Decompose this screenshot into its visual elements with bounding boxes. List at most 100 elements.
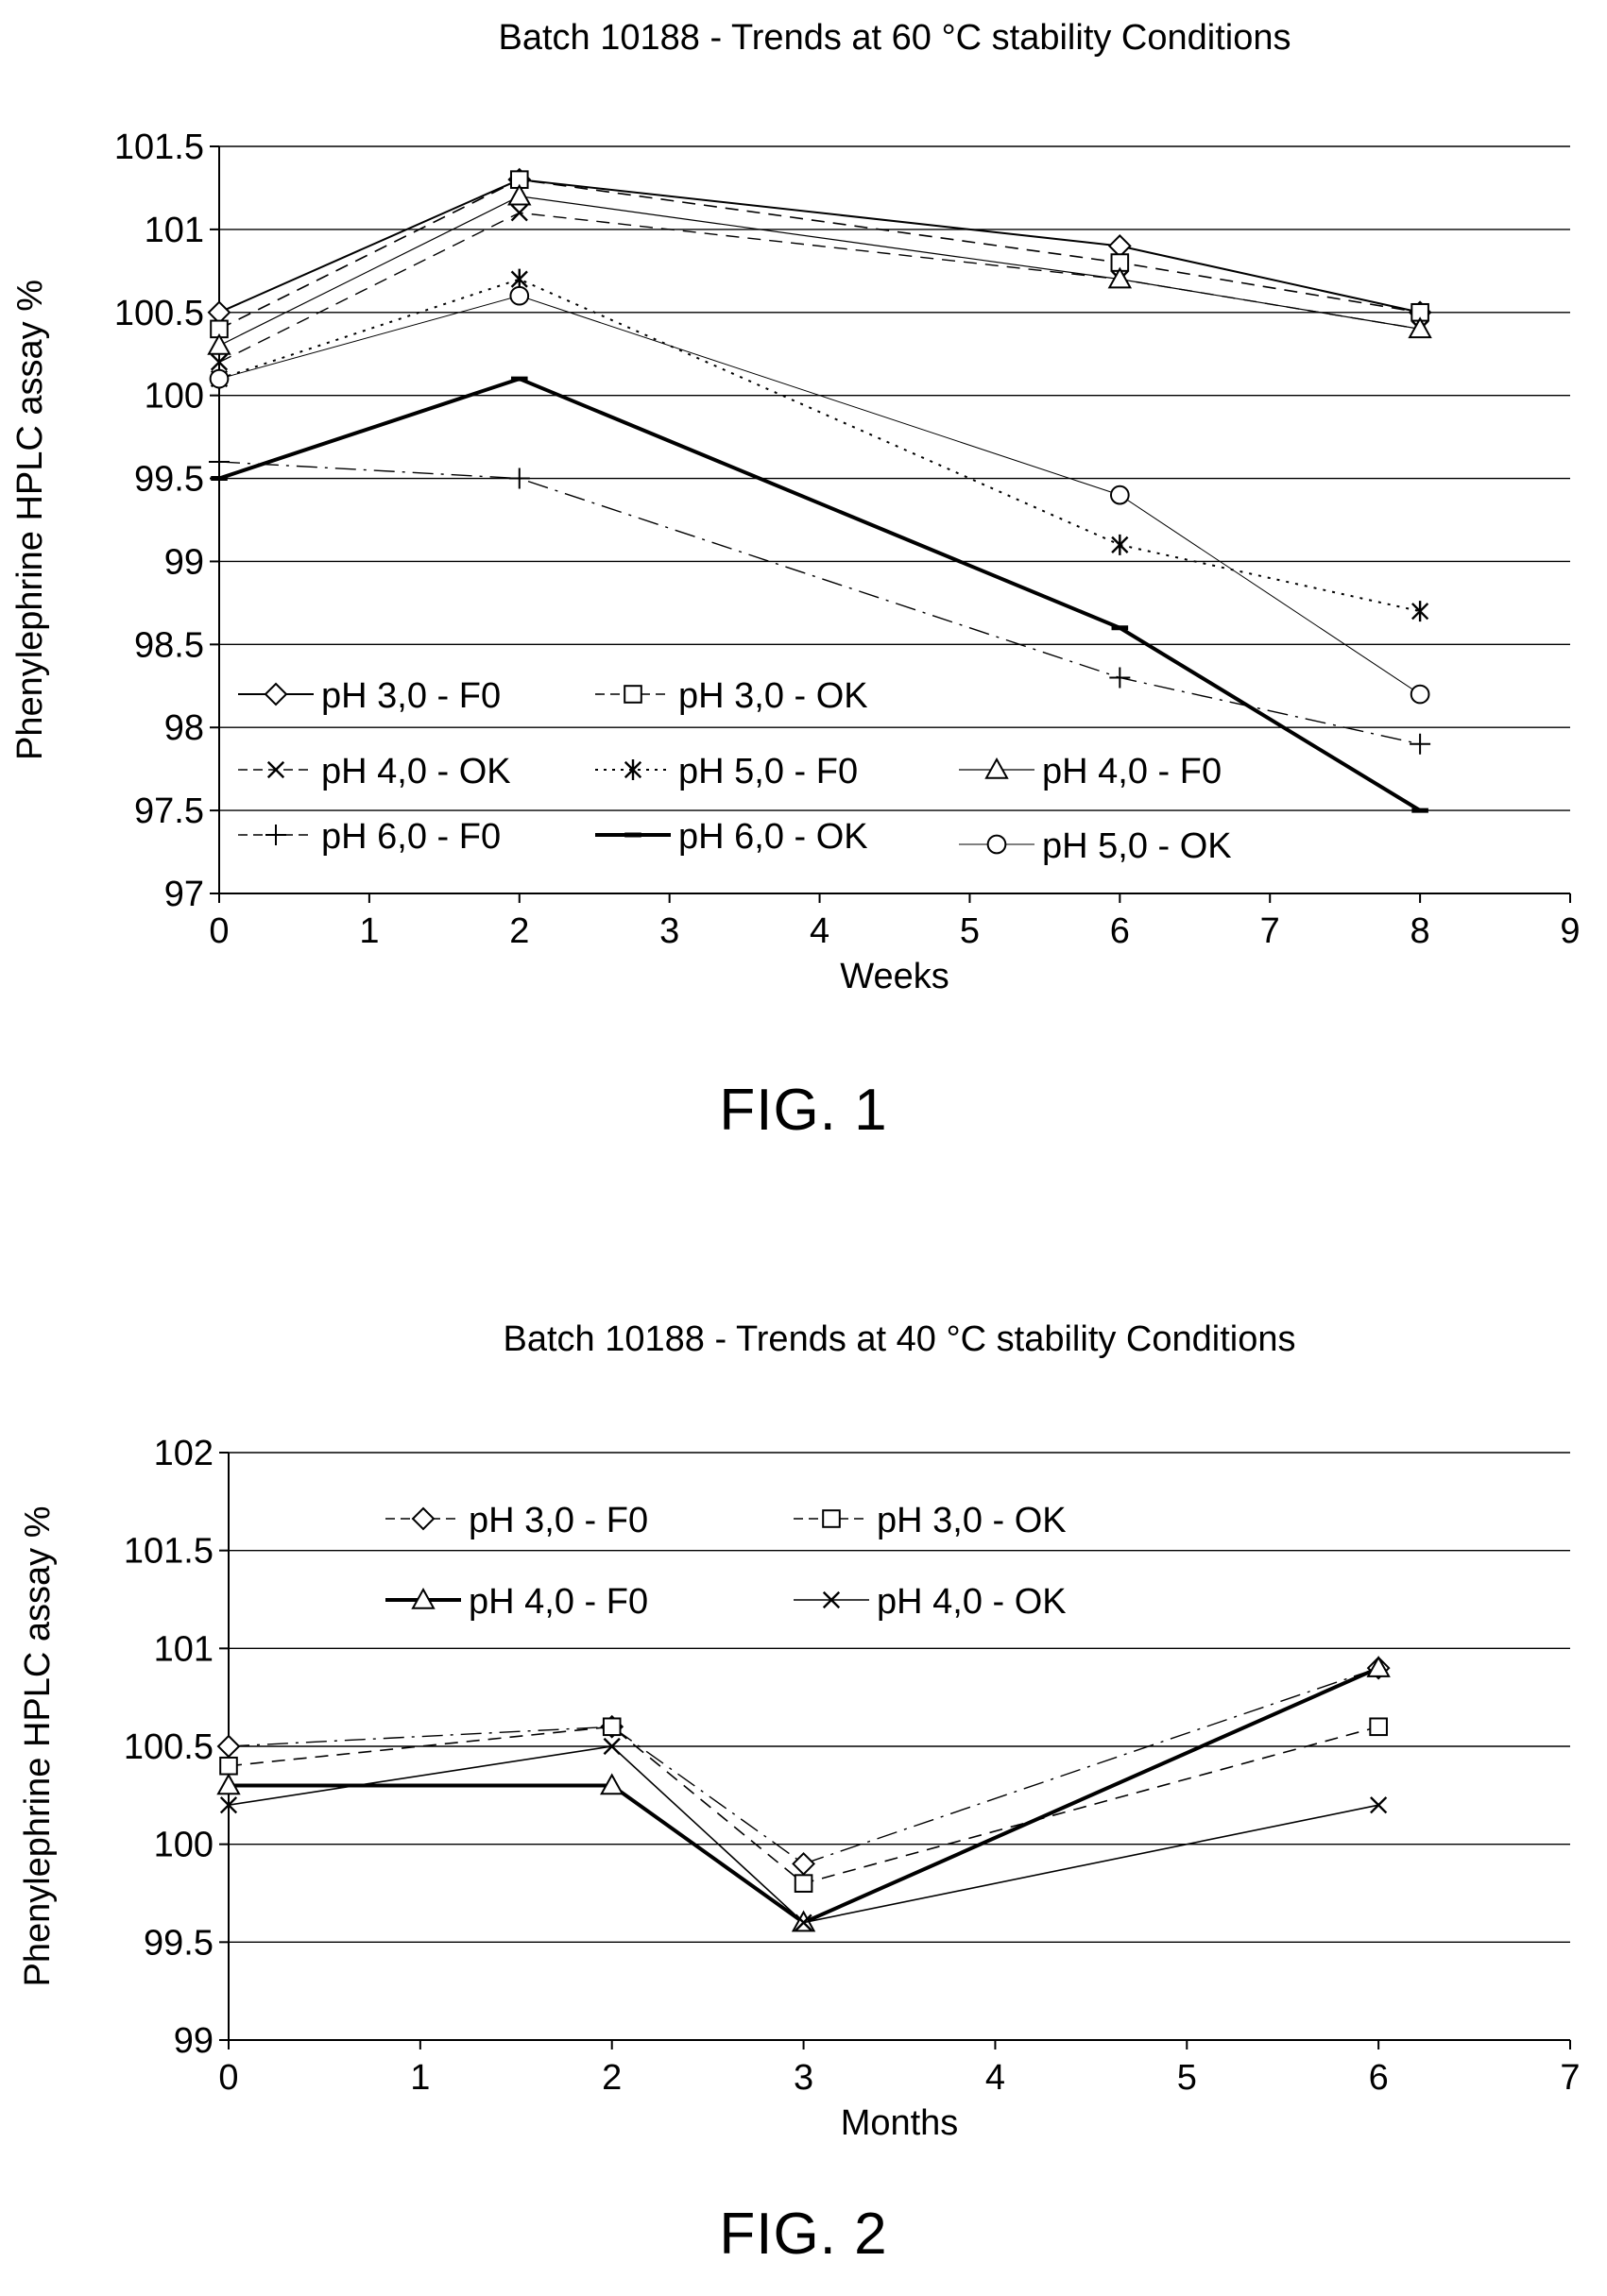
data-point bbox=[792, 1851, 815, 1876]
chart-40c-stability: Batch 10188 - Trends at 40 °C stability … bbox=[18, 1319, 1581, 2143]
legend-entry: pH 5,0 - F0 bbox=[595, 752, 858, 791]
series-ph-3-0-ok bbox=[210, 170, 1429, 339]
x-tick-label: 7 bbox=[1260, 911, 1280, 951]
y-tick-label: 100 bbox=[154, 1826, 214, 1865]
legend-label: pH 3,0 - F0 bbox=[321, 676, 501, 716]
y-tick-label: 100.5 bbox=[124, 1727, 214, 1767]
legend-label: pH 3,0 - OK bbox=[877, 1501, 1067, 1540]
data-point bbox=[219, 1796, 238, 1814]
legend-marker bbox=[822, 1590, 841, 1609]
figure-caption: FIG. 1 bbox=[719, 1078, 888, 1143]
x-tick-label: 3 bbox=[659, 911, 679, 951]
series-line bbox=[218, 179, 1421, 331]
legend-label: pH 4,0 - OK bbox=[877, 1582, 1067, 1622]
legend-label: pH 6,0 - F0 bbox=[321, 817, 501, 857]
y-axis-label: Phenylephrine HPLC assay % bbox=[18, 1505, 58, 1986]
legend-marker bbox=[265, 825, 286, 845]
series-line bbox=[218, 212, 1421, 364]
data-point bbox=[1366, 1656, 1391, 1677]
data-point bbox=[508, 468, 530, 489]
data-point bbox=[1109, 485, 1130, 505]
series-ph-3-0-f0 bbox=[216, 1656, 1391, 1876]
series-ph-4-0-f0 bbox=[207, 183, 1432, 355]
data-point bbox=[207, 332, 231, 355]
y-tick-label: 101.5 bbox=[124, 1532, 214, 1572]
data-point bbox=[795, 1913, 812, 1931]
data-point bbox=[603, 1737, 621, 1756]
figure-caption: FIG. 2 bbox=[719, 2202, 888, 2267]
y-tick-label: 100.5 bbox=[114, 294, 204, 333]
series-line bbox=[218, 295, 1421, 695]
chart-title: Batch 10188 - Trends at 40 °C stability … bbox=[504, 1319, 1296, 1359]
data-point bbox=[794, 1874, 813, 1893]
y-tick-label: 99 bbox=[174, 2021, 214, 2061]
data-point bbox=[219, 1756, 238, 1776]
y-tick-label: 99.5 bbox=[144, 1923, 214, 1963]
x-tick-label: 7 bbox=[1560, 2058, 1580, 2098]
y-tick-label: 100 bbox=[145, 377, 204, 417]
x-tick-label: 4 bbox=[810, 911, 829, 951]
data-point bbox=[209, 451, 230, 472]
figure-1: Batch 10188 - Trends at 60 °C stability … bbox=[10, 18, 1581, 1143]
legend-label: pH 5,0 - F0 bbox=[678, 752, 858, 791]
data-point bbox=[510, 204, 528, 222]
legend-marker bbox=[411, 1506, 436, 1531]
data-point bbox=[1370, 1796, 1388, 1814]
figure-2: Batch 10188 - Trends at 40 °C stability … bbox=[0, 1303, 1607, 2296]
y-axis-label: Phenylephrine HPLC assay % bbox=[10, 280, 50, 760]
data-point bbox=[1107, 266, 1133, 289]
data-point bbox=[1411, 601, 1429, 622]
x-axis-label: Months bbox=[841, 2103, 959, 2143]
legend-label: pH 4,0 - OK bbox=[321, 752, 511, 791]
legend-label: pH 3,0 - F0 bbox=[469, 1501, 648, 1540]
x-tick-label: 2 bbox=[509, 911, 529, 951]
y-tick-label: 101 bbox=[145, 211, 204, 250]
legend-label: pH 4,0 - F0 bbox=[469, 1582, 648, 1622]
series-line bbox=[218, 179, 1421, 314]
y-tick-label: 97.5 bbox=[134, 791, 204, 831]
data-point bbox=[1111, 534, 1129, 555]
data-point bbox=[207, 300, 231, 325]
legend-entry: pH 4,0 - F0 bbox=[385, 1582, 648, 1622]
series-ph-6-0-f0 bbox=[209, 451, 1431, 755]
y-tick-label: 101 bbox=[154, 1629, 214, 1669]
series-line bbox=[218, 278, 1421, 613]
x-tick-label: 4 bbox=[985, 2058, 1005, 2098]
chart-60c-stability: Batch 10188 - Trends at 60 °C stability … bbox=[10, 18, 1581, 996]
series-ph-5-0-f0 bbox=[210, 268, 1429, 622]
legend-label: pH 5,0 - OK bbox=[1042, 826, 1232, 866]
data-point bbox=[1408, 316, 1432, 339]
series-line bbox=[218, 461, 1421, 745]
chart-title: Batch 10188 - Trends at 60 °C stability … bbox=[499, 18, 1291, 58]
x-tick-label: 6 bbox=[1369, 2058, 1389, 2098]
x-tick-label: 3 bbox=[794, 2058, 813, 2098]
x-axis-label: Weeks bbox=[840, 957, 949, 996]
x-tick-label: 9 bbox=[1560, 911, 1580, 951]
x-tick-label: 6 bbox=[1110, 911, 1130, 951]
legend-marker bbox=[266, 760, 285, 779]
series-line bbox=[228, 1745, 1379, 1924]
series-line bbox=[218, 376, 1422, 812]
series-ph-6-0-ok bbox=[211, 376, 1428, 813]
data-point bbox=[1410, 684, 1430, 705]
legend-marker bbox=[986, 834, 1007, 855]
data-point bbox=[509, 285, 530, 306]
y-tick-label: 98.5 bbox=[134, 625, 204, 665]
legend-marker bbox=[822, 1509, 841, 1528]
y-tick-label: 97 bbox=[164, 875, 204, 914]
data-point bbox=[1107, 234, 1132, 258]
x-tick-label: 8 bbox=[1410, 911, 1430, 951]
series-line bbox=[228, 1726, 1379, 1885]
legend-marker bbox=[624, 759, 642, 780]
legend-label: pH 6,0 - OK bbox=[678, 817, 868, 857]
series-line bbox=[218, 196, 1421, 347]
legend-marker bbox=[264, 682, 288, 706]
y-tick-label: 99.5 bbox=[134, 460, 204, 500]
series-ph-5-0-ok bbox=[209, 285, 1430, 705]
data-point bbox=[216, 1773, 241, 1795]
legend-marker bbox=[624, 685, 642, 704]
legend-entry: pH 6,0 - OK bbox=[595, 817, 868, 857]
data-point bbox=[1369, 1717, 1388, 1737]
series-line bbox=[229, 1666, 1379, 1925]
x-tick-label: 0 bbox=[218, 2058, 238, 2098]
